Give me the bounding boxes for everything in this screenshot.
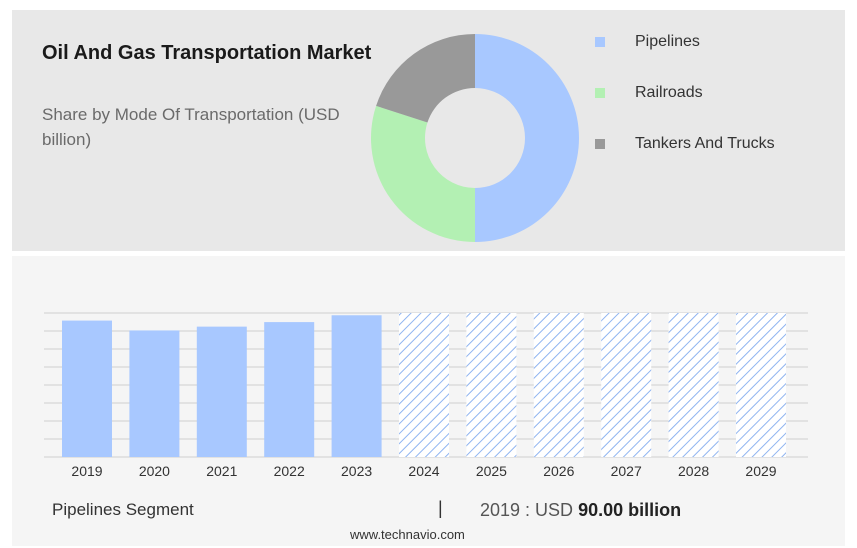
x-tick-label-2027: 2027 — [611, 463, 642, 479]
legend-label-tankers: Tankers And Trucks — [635, 135, 775, 152]
top-panel: Oil And Gas Transportation Market Share … — [12, 10, 845, 251]
chart-title: Oil And Gas Transportation Market — [42, 42, 372, 64]
bar-2023 — [331, 315, 382, 457]
donut-chart — [371, 34, 579, 242]
bar-forecast-2028 — [668, 313, 719, 457]
donut-slice-pipelines — [475, 34, 579, 242]
x-tick-label-2028: 2028 — [678, 463, 709, 479]
x-tick-label-2029: 2029 — [745, 463, 776, 479]
bar-2021 — [196, 326, 247, 457]
x-tick-label-2021: 2021 — [206, 463, 237, 479]
footer-year-text: 2019 : USD — [480, 500, 574, 520]
legend-swatch-pipelines — [595, 37, 605, 47]
bar-2019 — [62, 320, 112, 457]
footer-value-text: 90.00 billion — [578, 500, 682, 520]
footer-divider: | — [438, 498, 443, 518]
x-tick-label-2019: 2019 — [71, 463, 102, 479]
bar-forecast-2027 — [601, 313, 652, 457]
legend-swatch-railroads — [595, 88, 605, 98]
footer-value: 2019 : USD 90.00 billion — [480, 498, 681, 522]
x-tick-label-2020: 2020 — [139, 463, 170, 479]
bar-forecast-2029 — [736, 313, 786, 457]
bottom-panel: 2019 2020 2021 2022 2023 2024 2025 2026 2027 2028… — [12, 256, 845, 546]
x-tick-label-2023: 2023 — [341, 463, 372, 479]
bar-2022 — [264, 322, 315, 457]
bar-forecast-2024 — [399, 313, 449, 457]
legend-swatch-tankers — [595, 139, 605, 149]
x-tick-label-2024: 2024 — [408, 463, 439, 479]
footer-segment-label: Pipelines Segment — [52, 500, 194, 519]
x-tick-label-2025: 2025 — [476, 463, 507, 479]
donut-slice-railroads — [371, 105, 475, 242]
legend-label-railroads: Railroads — [635, 84, 703, 101]
bar-forecast-2026 — [533, 313, 584, 457]
bar-forecast-2025 — [466, 313, 517, 457]
legend-label-pipelines: Pipelines — [635, 33, 700, 50]
chart-subtitle: Share by Mode Of Transportation (USD bil… — [42, 105, 340, 149]
bar-2020 — [129, 330, 180, 457]
x-tick-label-2022: 2022 — [274, 463, 305, 479]
source-url: www.technavio.com — [350, 527, 465, 542]
donut-slice-tankers-and-trucks — [376, 34, 475, 123]
x-tick-label-2026: 2026 — [543, 463, 574, 479]
bar-chart: 2019 2020 2021 2022 2023 2024 2025 2026 2027 2028… — [44, 312, 808, 479]
